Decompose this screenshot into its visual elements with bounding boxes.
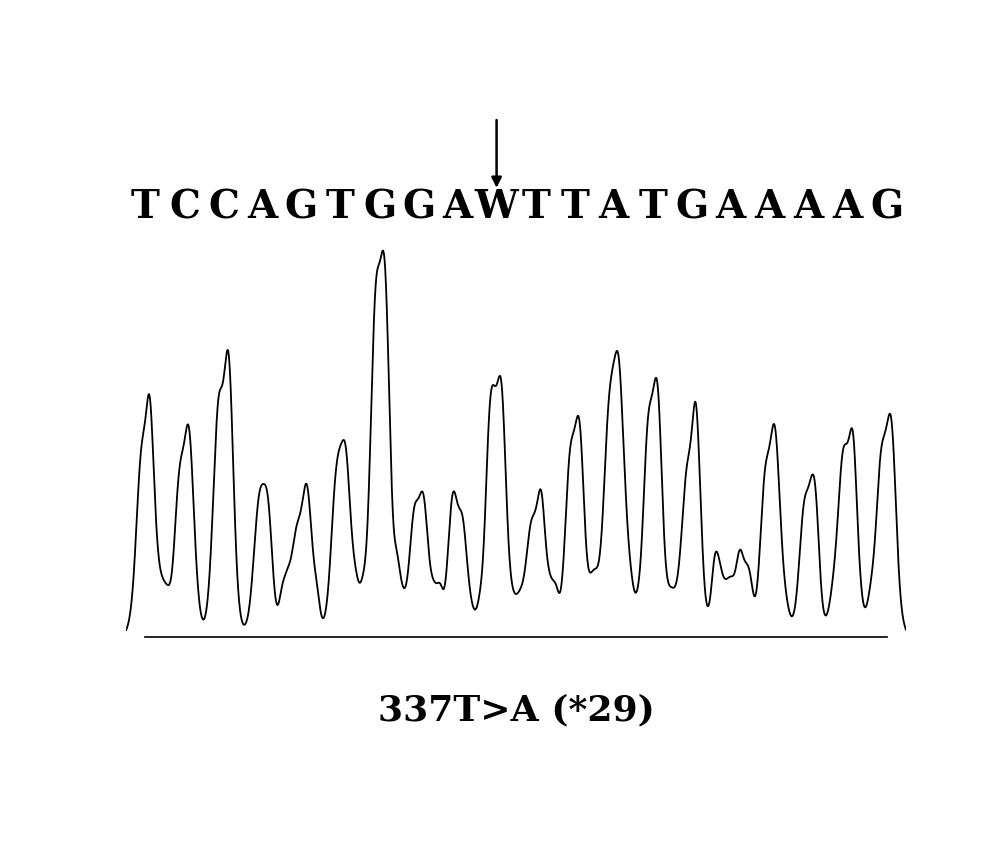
Text: T: T	[522, 188, 550, 226]
Text: A: A	[794, 188, 824, 226]
Text: A: A	[598, 188, 628, 226]
Text: C: C	[207, 188, 239, 226]
Text: T: T	[560, 188, 589, 226]
Text: A: A	[833, 188, 863, 226]
Text: T: T	[326, 188, 354, 226]
Text: W: W	[474, 188, 519, 226]
Text: A: A	[754, 188, 784, 226]
Text: T: T	[638, 188, 667, 226]
Text: T: T	[131, 188, 160, 226]
Text: G: G	[285, 188, 318, 226]
Text: A: A	[716, 188, 746, 226]
Text: C: C	[169, 188, 200, 226]
Text: G: G	[402, 188, 435, 226]
Text: G: G	[363, 188, 396, 226]
Text: A: A	[248, 188, 278, 226]
Text: A: A	[442, 188, 472, 226]
Text: G: G	[870, 188, 903, 226]
Text: 337T>A (*29): 337T>A (*29)	[378, 694, 655, 727]
Text: G: G	[675, 188, 708, 226]
